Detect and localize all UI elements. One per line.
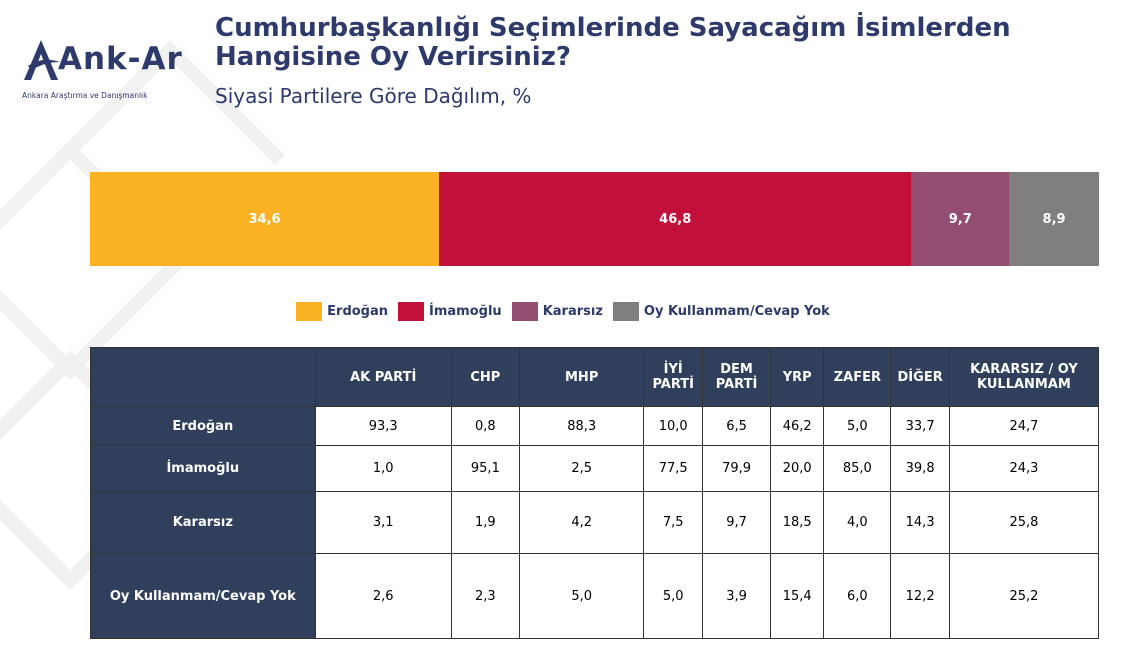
- table-cell: 39,8: [890, 445, 950, 492]
- table-cell: 1,9: [450, 491, 520, 554]
- logo: Ank-Ar Ankara Araştırma ve Danışmanlık: [22, 36, 197, 106]
- bar-segment: 8,9: [1009, 172, 1099, 266]
- row-header: Oy Kullanmam/Cevap Yok: [90, 553, 316, 639]
- table-cell: 7,5: [643, 491, 703, 554]
- table-cell: 88,3: [518, 406, 645, 446]
- table-cell: 1,0: [314, 445, 452, 492]
- table-cell: 85,0: [823, 445, 892, 492]
- legend-swatch: [296, 302, 323, 321]
- table-cell: 15,4: [770, 553, 825, 639]
- logo-subtitle: Ankara Araştırma ve Danışmanlık: [22, 91, 148, 100]
- table-cell: 25,2: [948, 553, 1100, 639]
- column-header: ZAFER: [823, 347, 892, 407]
- bar-segment-label: 46,8: [659, 211, 692, 227]
- legend-swatch: [511, 302, 538, 321]
- table-cell: 5,0: [643, 553, 703, 639]
- legend-swatch: [398, 302, 425, 321]
- table-cell: 2,6: [314, 553, 452, 639]
- table-cell: 4,0: [823, 491, 892, 554]
- table-cell: 6,5: [701, 406, 772, 446]
- table-cell: 3,9: [701, 553, 772, 639]
- logo-mark-icon: [24, 40, 60, 80]
- table-row: Kararsız 3,1 1,9 4,2 7,5 9,7 18,5 4,0 14,3 25,8: [90, 491, 1100, 554]
- legend-item: İmamoğlu: [398, 302, 502, 321]
- table-header-row: AK PARTİ CHP MHP İYİ PARTİ DEM PARTİ YRP…: [90, 347, 1100, 407]
- legend-item: Kararsız: [511, 302, 603, 321]
- logo-name: Ank-Ar: [58, 41, 183, 77]
- table-row: İmamoğlu 1,0 95,1 2,5 77,5 79,9 20,0 85,0 39,8 24…: [90, 445, 1100, 492]
- column-header: CHP: [450, 347, 520, 407]
- table-corner-cell: [90, 347, 316, 407]
- column-header: YRP: [770, 347, 825, 407]
- table-cell: 24,3: [948, 445, 1100, 492]
- table-cell: 14,3: [890, 491, 950, 554]
- table-cell: 25,8: [948, 491, 1100, 554]
- table-cell: 95,1: [450, 445, 520, 492]
- table-cell: 4,2: [518, 491, 645, 554]
- table-cell: 24,7: [948, 406, 1100, 446]
- legend-label: Kararsız: [542, 304, 603, 319]
- table-cell: 2,5: [518, 445, 645, 492]
- row-header: Kararsız: [90, 491, 316, 554]
- legend-swatch: [612, 302, 639, 321]
- column-header: KARARSIZ / OY KULLANMAM: [948, 347, 1100, 407]
- table-cell: 2,3: [450, 553, 520, 639]
- table-cell: 6,0: [823, 553, 892, 639]
- table-row: Erdoğan 93,3 0,8 88,3 10,0 6,5 46,2 5,0 33,7 24,7: [90, 406, 1100, 446]
- bar-segment-label: 34,6: [248, 211, 281, 227]
- page-title: Cumhurbaşkanlığı Seçimlerinde Sayacağım …: [215, 13, 1011, 72]
- table-cell: 0,8: [450, 406, 520, 446]
- legend-label: İmamoğlu: [429, 304, 502, 319]
- legend-label: Oy Kullanmam/Cevap Yok: [643, 304, 830, 319]
- legend-label: Erdoğan: [327, 304, 389, 319]
- chart-legend: Erdoğan İmamoğlu Kararsız Oy Kullanmam/Ceva…: [0, 302, 1126, 321]
- table-cell: 20,0: [770, 445, 825, 492]
- table-cell: 77,5: [643, 445, 703, 492]
- crosstab-table: AK PARTİ CHP MHP İYİ PARTİ DEM PARTİ YRP…: [90, 347, 1100, 639]
- column-header: DİĞER: [890, 347, 950, 407]
- bar-segment: 46,8: [439, 172, 912, 266]
- column-header: DEM PARTİ: [701, 347, 772, 407]
- table-cell: 3,1: [314, 491, 452, 554]
- table-cell: 5,0: [823, 406, 892, 446]
- table-cell: 18,5: [770, 491, 825, 554]
- bar-segment: 9,7: [911, 172, 1010, 266]
- table-cell: 79,9: [701, 445, 772, 492]
- table-cell: 10,0: [643, 406, 703, 446]
- legend-item: Erdoğan: [296, 302, 388, 321]
- table-cell: 9,7: [701, 491, 772, 554]
- table-cell: 93,3: [314, 406, 452, 446]
- table-cell: 12,2: [890, 553, 950, 639]
- row-header: İmamoğlu: [90, 445, 316, 492]
- stacked-bar-chart: 34,6 46,8 9,7 8,9: [90, 172, 1099, 266]
- bar-segment-label: 8,9: [1042, 211, 1066, 227]
- table-cell: 46,2: [770, 406, 825, 446]
- row-header: Erdoğan: [90, 406, 316, 446]
- table-cell: 33,7: [890, 406, 950, 446]
- legend-item: Oy Kullanmam/Cevap Yok: [612, 302, 830, 321]
- page-subtitle: Siyasi Partilere Göre Dağılım, %: [215, 84, 532, 108]
- bar-segment-label: 9,7: [948, 211, 972, 227]
- table-row: Oy Kullanmam/Cevap Yok 2,6 2,3 5,0 5,0 3,9 15,…: [90, 553, 1100, 639]
- column-header: MHP: [518, 347, 645, 407]
- column-header: İYİ PARTİ: [643, 347, 703, 407]
- table-cell: 5,0: [518, 553, 645, 639]
- bar-segment: 34,6: [90, 172, 440, 266]
- column-header: AK PARTİ: [314, 347, 452, 407]
